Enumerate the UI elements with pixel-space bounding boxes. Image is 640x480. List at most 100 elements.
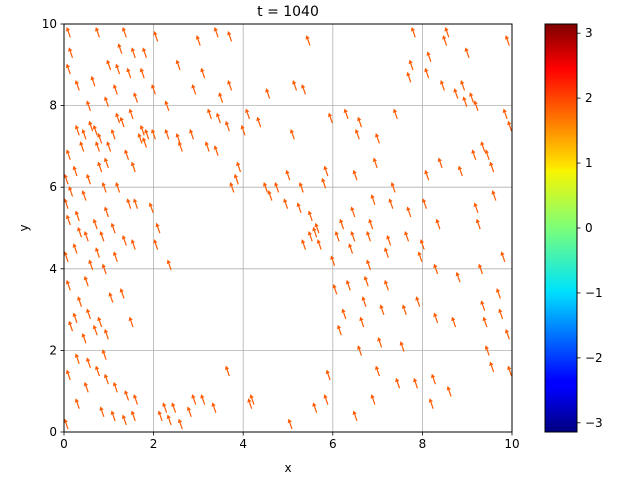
quiver-arrow (65, 279, 71, 291)
quiver-arrow (155, 222, 161, 234)
quiver-arrow (200, 67, 206, 79)
quiver-arrow (157, 410, 163, 422)
quiver-arrow (433, 263, 439, 275)
quiver-arrow (426, 51, 432, 63)
quiver-arrow (101, 263, 107, 275)
quiver-arrow (115, 112, 121, 124)
quiver-arrow (377, 337, 383, 348)
x-axis-ticks: 0 2 4 6 8 10 (60, 432, 520, 451)
quiver-arrow (285, 169, 291, 181)
quiver-arrow (368, 218, 374, 230)
colorbar-tick-label: 2 (585, 91, 593, 105)
quiver-arrow (137, 133, 143, 144)
quiver-arrow (88, 120, 94, 132)
quiver-arrow (153, 239, 159, 250)
quiver-arrow (366, 230, 371, 242)
quiver-arrow (92, 324, 98, 336)
plot-frame (63, 23, 513, 433)
quiver-arrow (489, 161, 495, 173)
quiver-arrow (68, 186, 74, 197)
quiver-arrow (379, 304, 385, 315)
quiver-arrow (79, 141, 85, 152)
quiver-arrow (74, 124, 80, 136)
x-tick-label: 4 (239, 437, 247, 451)
quiver-arrow (97, 316, 103, 328)
quiver-arrow (86, 100, 91, 111)
quiver-arrow (142, 47, 147, 58)
quiver-arrow (348, 243, 354, 254)
quiver-arrow (92, 124, 98, 136)
quiver-arrow (455, 271, 461, 283)
quiver-arrow (439, 79, 445, 91)
quiver-arrow (343, 108, 349, 120)
colorbar-gradient (544, 23, 578, 433)
colorbar-ticks: 3 2 1 0 −1 −2 −3 (577, 26, 603, 430)
quiver-arrow (99, 406, 105, 417)
quiver-arrow (72, 243, 78, 254)
quiver-arrow (473, 100, 479, 111)
x-axis-label: x (284, 461, 291, 475)
quiver-arrow (86, 308, 91, 320)
y-tick-label: 0 (49, 425, 57, 439)
quiver-arrow (469, 92, 475, 103)
y-tick-label: 6 (49, 180, 57, 194)
quiver-arrow (240, 124, 246, 136)
quiver-arrow (83, 275, 89, 287)
quiver-arrow (437, 157, 443, 169)
quiver-arrow (99, 230, 105, 242)
quiver-arrow (139, 124, 145, 136)
quiver-arrow (444, 26, 450, 38)
quiver-arrow (301, 84, 307, 95)
quiver-arrow (130, 239, 136, 250)
quiver-arrow (229, 181, 235, 193)
quiver-arrow (74, 353, 80, 364)
quiver-arrow (323, 165, 329, 177)
x-tick-label: 10 (504, 437, 519, 451)
quiver-arrow (491, 190, 497, 201)
quiver-arrow (77, 296, 83, 307)
quiver-arrow (215, 112, 221, 124)
quiver-arrow (95, 365, 100, 377)
quiver-arrow (112, 251, 118, 262)
quiver-arrow (128, 316, 134, 328)
y-tick-label: 8 (49, 99, 57, 113)
quiver-arrow (63, 173, 69, 185)
quiver-arrow (72, 312, 78, 324)
quiver-arrow (74, 398, 80, 409)
colorbar-tick-label: −1 (585, 286, 603, 300)
quiver-arrow (424, 169, 430, 181)
quiver-arrow (504, 328, 510, 340)
quiver-arrow (370, 194, 376, 205)
quiver-arrow (366, 259, 371, 271)
quiver-arrow (431, 373, 436, 385)
quiver-arrow (195, 35, 201, 46)
y-tick-label: 10 (42, 17, 57, 31)
quiver-arrow (128, 108, 134, 120)
quiver-arrow (121, 26, 127, 38)
quiver-arrow (372, 157, 378, 169)
quiver-arrow (153, 31, 159, 42)
quiver-arrow (119, 116, 125, 128)
quiver-arrow (177, 141, 183, 152)
quiver-arrow (451, 316, 457, 328)
quiver-arrow (473, 202, 479, 213)
quiver-arrow (92, 218, 98, 230)
quiver-arrow (296, 202, 302, 213)
quiver-arrow (350, 206, 356, 218)
colorbar-tick-label: 3 (585, 26, 593, 40)
quiver-arrow (352, 410, 358, 422)
quiver-arrow (164, 128, 170, 140)
quiver-arrow (166, 414, 172, 426)
quiver-arrow (72, 165, 78, 177)
plot-background (64, 24, 512, 432)
colorbar-tick-label: −2 (585, 351, 603, 365)
quiver-arrow (359, 316, 365, 328)
quiver-arrow (245, 108, 251, 120)
quiver-arrow (74, 79, 80, 91)
quiver-arrow (115, 63, 121, 75)
quiver-arrow (401, 304, 407, 315)
quiver-arrow (330, 255, 336, 267)
quiver-arrow (341, 308, 347, 320)
quiver-arrow (507, 365, 513, 377)
quiver-arrow (139, 67, 145, 79)
